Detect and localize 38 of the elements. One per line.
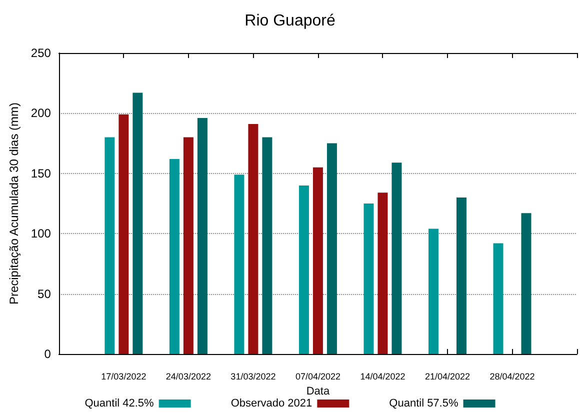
y-tick-label: 250	[30, 46, 52, 60]
bar	[392, 162, 402, 354]
y-tick-label: 100	[30, 226, 52, 241]
bar	[493, 243, 504, 354]
x-axis-title: Data	[306, 385, 330, 398]
y-tick-label: 0	[44, 347, 52, 361]
legend-label: Observado 2021	[230, 398, 312, 410]
bar	[234, 174, 244, 354]
bar	[118, 114, 129, 354]
chart-title: Rio Guaporé	[244, 12, 336, 30]
legend-label: Quantil 42.5%	[84, 398, 154, 410]
bar	[298, 185, 309, 354]
y-axis-title: Precipitação Acumulada 30 dias (mm)	[7, 102, 21, 305]
bar	[248, 124, 258, 354]
bar	[378, 192, 388, 354]
bar	[364, 204, 374, 354]
x-tick-label: 24/03/2022	[166, 372, 211, 382]
x-tick-label: 28/04/2022	[490, 372, 535, 382]
bar	[183, 137, 194, 354]
bar	[428, 228, 438, 354]
y-tick-label: 200	[30, 106, 52, 120]
bar	[521, 213, 532, 354]
y-tick-label: 150	[30, 166, 52, 180]
x-tick-label: 14/04/2022	[360, 372, 406, 382]
x-tick-label: 17/03/2022	[101, 372, 146, 382]
bar	[132, 92, 143, 354]
x-tick-label: 21/04/2022	[424, 372, 470, 382]
bar	[262, 137, 272, 354]
bar	[169, 158, 180, 354]
y-tick-label: 50	[38, 286, 52, 301]
x-tick-label: 07/04/2022	[295, 372, 340, 382]
bar	[197, 118, 208, 354]
bar	[312, 167, 323, 354]
bar	[326, 143, 337, 354]
legend-label: Quantil 57.5%	[389, 398, 458, 410]
x-tick-label: 31/03/2022	[230, 372, 276, 382]
bar	[104, 137, 115, 354]
bar	[456, 197, 466, 354]
